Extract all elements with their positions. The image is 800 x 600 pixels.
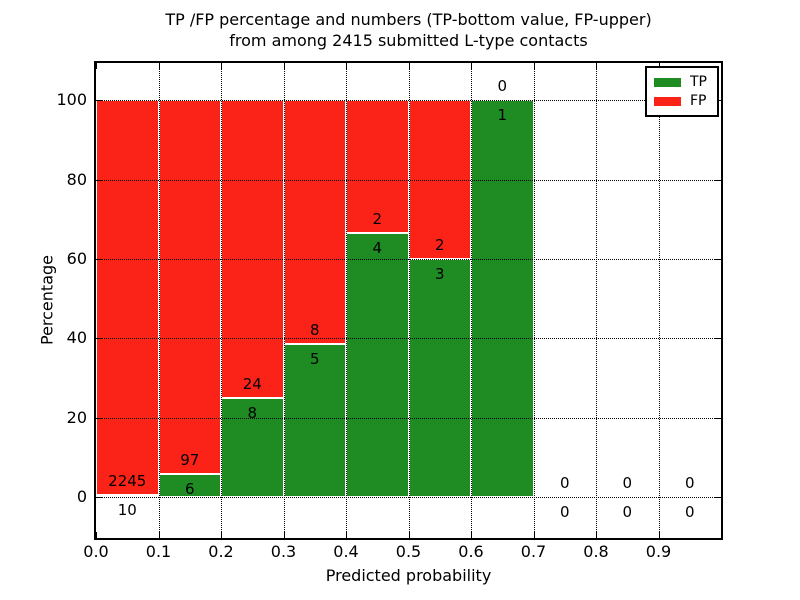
y-tick-label: 80 (66, 169, 87, 189)
y-tick-label: 100 (56, 90, 87, 110)
x-tick-label: 0.1 (145, 542, 172, 561)
x-tick-label: 0.7 (520, 542, 547, 561)
v-gridline (283, 63, 285, 538)
fp-bar-segment (221, 100, 284, 398)
x-tick-mark (96, 532, 97, 538)
tp-count-label: 0 (684, 503, 695, 521)
x-tick-label: 0.5 (395, 542, 422, 561)
x-tick-label: 0.0 (83, 542, 109, 561)
x-tick-mark (408, 63, 410, 69)
x-tick-mark (346, 63, 347, 69)
tp-bar-segment (96, 495, 159, 498)
x-tick-mark (658, 532, 660, 538)
x-tick-mark (533, 532, 535, 538)
tp-count-label: 10 (117, 501, 137, 520)
v-gridline (596, 63, 597, 538)
y-tick-label: 0 (76, 487, 87, 506)
v-gridline (221, 63, 222, 538)
fp-bar-segment (96, 100, 159, 496)
legend-row-tp: TP (647, 75, 717, 90)
v-gridline (658, 63, 660, 538)
tp-count-label: 5 (309, 350, 320, 369)
x-tick-mark (158, 532, 160, 538)
v-gridline (471, 63, 472, 538)
fp-bar-segment (283, 100, 346, 345)
tp-bar-segment (408, 259, 471, 497)
tp-bar-segment (471, 100, 534, 497)
x-tick-label: 0.9 (645, 542, 672, 561)
tp-legend-label: TP (690, 74, 707, 90)
x-tick-mark (471, 532, 472, 538)
fp-count-label: 97 (180, 450, 200, 469)
legend-row-fp: FP (647, 94, 717, 109)
v-gridline (158, 63, 160, 538)
y-tick-label: 40 (66, 328, 87, 348)
x-tick-mark (596, 63, 597, 69)
fp-bar-segment (158, 100, 221, 474)
x-tick-label: 0.8 (583, 542, 609, 561)
y-tick-mark (96, 100, 102, 102)
x-tick-label: 0.6 (458, 542, 484, 561)
fp-count-label: 2 (372, 209, 383, 228)
y-tick-label: 60 (66, 249, 87, 269)
fp-count-label: 0 (684, 474, 695, 492)
x-tick-mark (346, 532, 347, 538)
x-tick-mark (158, 63, 160, 69)
plot-area: 2245 10 97 6 24 8 8 5 2 4 2 3 0 1 0 0 0 0 0 0 (94, 61, 723, 540)
tp-bar-segment (346, 232, 409, 497)
fp-count-label: 8 (309, 321, 320, 340)
fp-legend-swatch (654, 96, 681, 106)
x-tick-mark (596, 532, 597, 538)
tp-count-label: 4 (372, 238, 383, 257)
x-axis-label: Predicted probability (325, 566, 492, 585)
tp-bar-segment (221, 397, 284, 497)
tp-count-label: 0 (559, 503, 570, 521)
legend: TP FP (645, 66, 719, 117)
y-tick-mark (715, 338, 721, 340)
v-gridline (408, 63, 410, 538)
y-tick-mark (715, 417, 721, 419)
v-gridline (346, 63, 347, 538)
tp-count-label: 1 (497, 106, 508, 125)
fp-count-label: 0 (622, 474, 633, 492)
fp-count-label: 2245 (108, 472, 147, 491)
x-tick-mark (221, 63, 222, 69)
x-tick-mark (533, 63, 535, 69)
tp-count-label: 0 (622, 503, 633, 521)
x-tick-mark (283, 63, 285, 69)
x-tick-mark (221, 532, 222, 538)
x-tick-label: 0.2 (208, 542, 234, 561)
x-tick-mark (471, 63, 472, 69)
x-tick-mark (283, 532, 285, 538)
y-tick-mark (96, 417, 102, 419)
x-tick-mark (408, 532, 410, 538)
v-gridline (533, 63, 535, 538)
fp-legend-label: FP (690, 93, 707, 109)
fp-count-label: 2 (434, 236, 445, 255)
y-tick-label: 20 (66, 407, 87, 427)
tp-legend-swatch (654, 77, 681, 87)
fp-count-label: 24 (242, 374, 262, 393)
x-tick-mark (96, 63, 97, 69)
y-tick-mark (96, 338, 102, 340)
y-tick-mark (715, 179, 721, 181)
y-tick-mark (96, 179, 102, 181)
x-tick-label: 0.4 (333, 542, 359, 561)
fp-count-label: 0 (497, 77, 508, 96)
y-tick-mark (715, 497, 721, 498)
tp-count-label: 8 (247, 403, 258, 422)
x-tick-label: 0.3 (270, 542, 297, 561)
tp-count-label: 6 (184, 479, 195, 498)
tp-count-label: 3 (434, 265, 445, 284)
y-tick-mark (715, 259, 721, 261)
y-tick-mark (96, 259, 102, 261)
chart-title: TP /FP percentage and numbers (TP-bottom… (96, 9, 721, 51)
chart-title-line2: from among 2415 submitted L-type contact… (229, 31, 588, 50)
plot-inner: 2245 10 97 6 24 8 8 5 2 4 2 3 0 1 0 0 0 0 0 0 (96, 63, 721, 538)
y-tick-mark (96, 497, 102, 498)
fp-count-label: 0 (559, 474, 570, 492)
chart-title-line1: TP /FP percentage and numbers (TP-bottom… (165, 10, 652, 29)
